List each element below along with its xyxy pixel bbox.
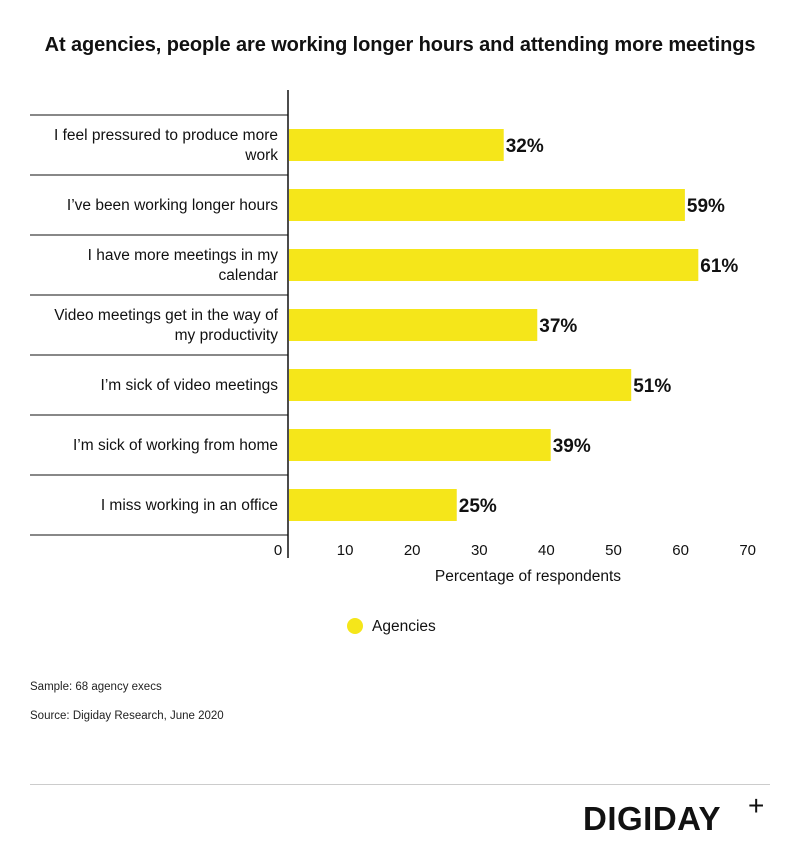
legend-marker [347, 618, 363, 634]
bar-value-label: 59% [687, 196, 725, 217]
x-tick-label: 70 [739, 542, 756, 559]
bar [289, 129, 504, 161]
x-tick-label: 50 [605, 542, 622, 559]
bar-value-label: 25% [459, 496, 497, 517]
chart-title: At agencies, people are working longer h… [44, 34, 756, 56]
plus-icon: + [748, 790, 765, 821]
bar [289, 489, 457, 521]
bar-value-label: 37% [539, 316, 577, 337]
bar [289, 189, 685, 221]
sample-note: Sample: 68 agency execs [30, 681, 162, 693]
category-label: I’ve been working longer hours [67, 197, 278, 214]
category-label: I’m sick of working from home [73, 437, 278, 454]
x-tick-label: 40 [538, 542, 555, 559]
bar [289, 429, 551, 461]
category-label: I have more meetings in my [88, 247, 279, 264]
bar [289, 249, 699, 281]
category-label: Video meetings get in the way of [54, 307, 278, 324]
bar [289, 309, 538, 341]
bar-value-label: 32% [506, 136, 544, 157]
x-axis-title: Percentage of respondents [435, 568, 621, 585]
legend-label: Agencies [372, 618, 436, 635]
x-tick-label: 30 [471, 542, 488, 559]
category-label: calendar [219, 267, 278, 284]
footer-divider [30, 784, 770, 785]
x-tick-label: 0 [274, 542, 282, 559]
bar-value-label: 51% [633, 376, 671, 397]
bar [289, 369, 632, 401]
category-label: work [244, 147, 278, 164]
x-tick-label: 10 [337, 542, 354, 559]
category-label: I’m sick of video meetings [101, 377, 279, 394]
bar-value-label: 61% [700, 256, 738, 277]
bar-chart: I feel pressured to produce more work 32% I… [30, 90, 756, 635]
x-tick-label: 20 [404, 542, 421, 559]
category-label: I feel pressured to produce more [54, 127, 278, 144]
category-label: my productivity [175, 327, 279, 344]
category-label: I miss working in an office [101, 497, 278, 514]
bar-value-label: 39% [553, 436, 591, 457]
source-note: Source: Digiday Research, June 2020 [30, 710, 224, 722]
digiday-logo: DIGIDAY [583, 800, 721, 837]
x-tick-label: 60 [672, 542, 689, 559]
